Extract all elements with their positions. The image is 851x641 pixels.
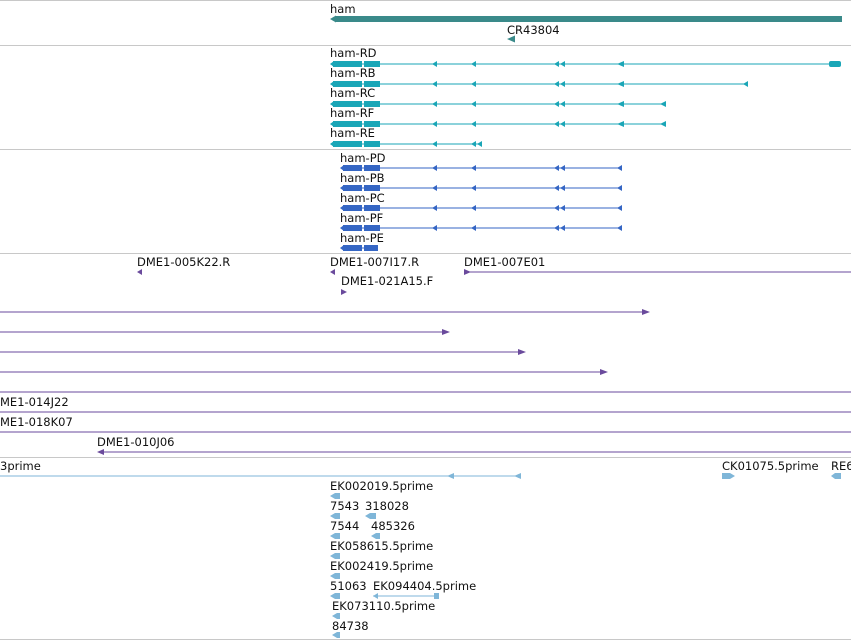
protein-feature-ham-pf[interactable] [340,225,622,231]
est-feature-3prime[interactable] [0,473,521,479]
clone-feature-dme1-007e01[interactable] [464,269,851,275]
clone-label-dme1-007e01[interactable]: DME1-007E01 [464,255,545,269]
est-label-51063[interactable]: 51063 [330,579,367,593]
est-feature-ck01075-5prime[interactable] [722,473,735,479]
est-label-re6[interactable]: RE6 [831,459,851,473]
est-track: 3prime CK01075.5prime RE6 EK002019.5prim… [0,459,851,638]
rna-feature-ham-rf[interactable] [330,121,666,127]
rna-label-ham-rb[interactable]: ham-RB [330,66,376,80]
est-feature-485326[interactable] [371,533,380,539]
protein-track: ham-PD ham-PB ham-PC [340,151,622,251]
est-feature-7544[interactable] [330,533,340,539]
gene-feature-ham[interactable] [330,15,842,23]
gene-label-cr43804[interactable]: CR43804 [507,23,560,37]
est-feature-7543[interactable] [330,513,340,519]
est-label-ck01075-5prime[interactable]: CK01075.5prime [722,459,819,473]
protein-feature-ham-pe[interactable] [340,245,378,251]
rna-feature-ham-re[interactable] [330,141,482,147]
rna-label-ham-re[interactable]: ham-RE [330,126,375,140]
clone-label-dme1-007i17-r[interactable]: DME1-007I17.R [330,255,419,269]
rna-label-ham-rd[interactable]: ham-RD [330,46,377,60]
clone-feature-row-1[interactable] [0,309,650,315]
clone-feature-dme1-007i17-r[interactable] [330,269,335,275]
rna-feature-ham-rb[interactable] [330,81,748,87]
clone-feature-dme1-005k22-r[interactable] [137,269,142,275]
clone-feature-row-3[interactable] [0,349,526,355]
protein-label-ham-pf[interactable]: ham-PF [340,211,383,225]
clone-feature-dme1-010j06[interactable] [97,449,851,455]
protein-label-ham-pd[interactable]: ham-PD [340,151,386,165]
protein-label-ham-pb[interactable]: ham-PB [340,171,385,185]
est-label-3prime[interactable]: 3prime [0,459,41,473]
est-feature-ek058615-5prime[interactable] [330,553,340,559]
protein-feature-ham-pd[interactable] [340,165,622,171]
gene-track: ham CR43804 [330,2,842,43]
est-label-7543[interactable]: 7543 [330,499,359,513]
est-feature-re6[interactable] [831,473,841,479]
rna-label-ham-rf[interactable]: ham-RF [330,106,374,120]
clone-label-dme1-010j06[interactable]: DME1-010J06 [97,435,175,449]
gene-label-ham[interactable]: ham [330,2,356,16]
est-feature-51063[interactable] [330,593,340,599]
clone-label-me1-018k07[interactable]: ME1-018K07 [0,415,73,429]
est-label-485326[interactable]: 485326 [371,519,415,533]
protein-label-ham-pc[interactable]: ham-PC [340,191,385,205]
clone-feature-row-4[interactable] [0,369,608,375]
est-label-7544[interactable]: 7544 [330,519,359,533]
clone-feature-row-2[interactable] [0,329,450,335]
protein-feature-ham-pb[interactable] [340,185,622,191]
rna-track: ham-RD ham-RB ham-RC [330,46,841,147]
protein-feature-ham-pc[interactable] [340,205,622,211]
est-label-ek002019-5prime[interactable]: EK002019.5prime [330,479,433,493]
protein-label-ham-pe[interactable]: ham-PE [340,231,384,245]
clone-label-me1-014j22[interactable]: ME1-014J22 [0,395,69,409]
gene-feature-cr43804[interactable] [507,35,515,43]
est-feature-ek002419-5prime[interactable] [330,573,340,579]
clone-label-dme1-021a15-f[interactable]: DME1-021A15.F [341,274,433,288]
est-feature-84738[interactable] [332,632,340,638]
est-label-ek002419-5prime[interactable]: EK002419.5prime [330,559,433,573]
rna-label-ham-rc[interactable]: ham-RC [330,86,375,100]
clone-feature-dme1-021a15-f[interactable] [341,289,347,295]
clone-label-dme1-005k22-r[interactable]: DME1-005K22.R [137,255,230,269]
est-feature-ek073110-5prime[interactable] [332,613,340,619]
est-feature-ek094404-5prime[interactable] [373,593,439,599]
est-label-ek073110-5prime[interactable]: EK073110.5prime [332,599,435,613]
est-label-ek058615-5prime[interactable]: EK058615.5prime [330,539,433,553]
est-feature-ek002019-5prime[interactable] [330,493,340,499]
rna-feature-ham-rd[interactable] [330,61,841,67]
est-label-318028[interactable]: 318028 [365,499,409,513]
est-label-84738[interactable]: 84738 [332,619,369,633]
est-label-ek094404-5prime[interactable]: EK094404.5prime [373,579,476,593]
rna-feature-ham-rc[interactable] [330,101,666,107]
est-feature-318028[interactable] [365,513,376,519]
clone-track: DME1-005K22.R DME1-007I17.R DME1-007E01 … [0,255,851,455]
